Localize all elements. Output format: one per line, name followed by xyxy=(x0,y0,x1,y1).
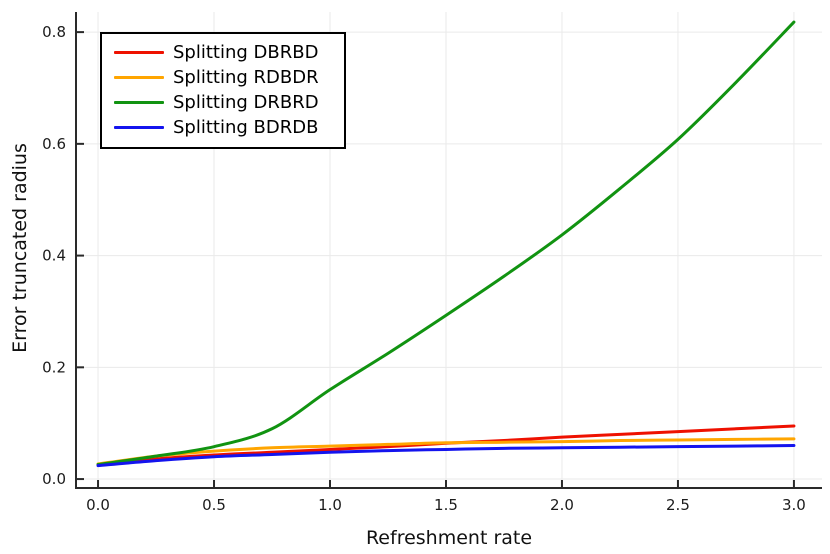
legend-label: Splitting RDBDR xyxy=(173,66,319,88)
legend-item: Splitting BDRDB xyxy=(114,115,344,140)
x-tick-label: 0.0 xyxy=(86,496,110,514)
legend-label: Splitting BDRDB xyxy=(173,116,319,138)
legend: Splitting DBRBD Splitting RDBDR Splittin… xyxy=(100,32,346,149)
series-line-1 xyxy=(96,437,796,466)
legend-item: Splitting DBRBD xyxy=(114,40,344,65)
y-axis-title: Error truncated radius xyxy=(9,143,31,353)
x-tick-label: 1.5 xyxy=(434,496,458,514)
legend-item: Splitting DRBRD xyxy=(114,90,344,115)
legend-label: Splitting DBRBD xyxy=(173,41,319,63)
legend-line-sample-red xyxy=(114,51,164,54)
axis-spines xyxy=(75,12,822,489)
x-tick-label: 0.5 xyxy=(202,496,226,514)
y-tick-label: 0.0 xyxy=(42,470,66,488)
legend-line-sample-orange xyxy=(114,76,164,79)
legend-item: Splitting RDBDR xyxy=(114,65,344,90)
y-tick-label: 0.2 xyxy=(42,358,66,376)
x-axis-title: Refreshment rate xyxy=(365,527,533,549)
series-line-2 xyxy=(96,20,796,467)
x-tick-label: 2.5 xyxy=(666,496,690,514)
x-tick-label: 3.0 xyxy=(782,496,806,514)
legend-label: Splitting DRBRD xyxy=(173,91,319,113)
x-tick-label: 1.0 xyxy=(318,496,342,514)
y-tick-label: 0.4 xyxy=(42,247,66,265)
y-tick-label: 0.8 xyxy=(42,23,66,41)
legend-line-sample-green xyxy=(114,101,164,104)
x-tick-label: 2.0 xyxy=(550,496,574,514)
y-tick-label: 0.6 xyxy=(42,135,66,153)
series-line-3 xyxy=(96,444,796,468)
legend-line-sample-blue xyxy=(114,126,164,129)
